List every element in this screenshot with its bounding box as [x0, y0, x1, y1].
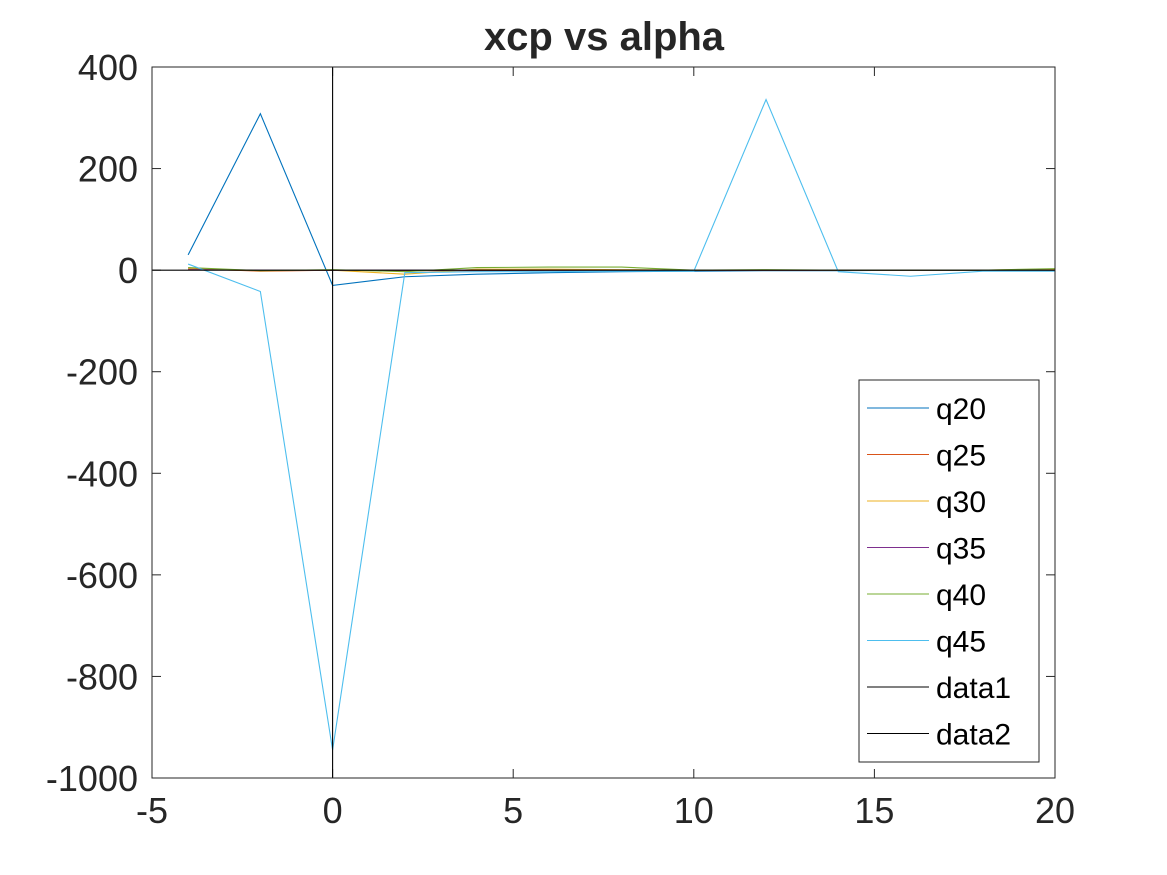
x-tick-label: 15: [854, 790, 894, 831]
legend-label-q30: q30: [936, 486, 986, 519]
y-tick-label: -200: [66, 352, 138, 393]
legend-label-q45: q45: [936, 626, 986, 659]
legend-label-q35: q35: [936, 533, 986, 566]
x-tick-label: 5: [503, 790, 523, 831]
chart-title: xcp vs alpha: [484, 15, 725, 59]
data-lines: [152, 67, 1056, 778]
y-tick-label: 200: [78, 149, 138, 190]
legend-label-data1: data1: [936, 672, 1011, 705]
legend-label-q25: q25: [936, 440, 986, 473]
legend-box: [858, 379, 1040, 763]
y-tick-label: -400: [66, 453, 138, 494]
x-tick-label: 10: [674, 790, 714, 831]
legend-label-q40: q40: [936, 579, 986, 612]
legend: q20 q25 q30 q35 q40 q45 data1 data2: [858, 379, 1040, 763]
x-tick-label: 0: [323, 790, 343, 831]
tick-labels: -5 0 5 10 15 20 400 200 0 -200 -400 -600 -800 -1000: [46, 47, 1075, 831]
x-tick-label: -5: [136, 790, 168, 831]
y-tick-label: 0: [118, 250, 138, 291]
legend-label-data2: data2: [936, 719, 1011, 752]
y-tick-label: -800: [66, 656, 138, 697]
y-tick-label: -600: [66, 555, 138, 596]
y-tick-label: 400: [78, 47, 138, 88]
plot-frame: [151, 66, 1056, 779]
legend-label-q20: q20: [936, 393, 986, 426]
y-tick-label: -1000: [46, 758, 138, 799]
x-tick-label: 20: [1035, 790, 1075, 831]
